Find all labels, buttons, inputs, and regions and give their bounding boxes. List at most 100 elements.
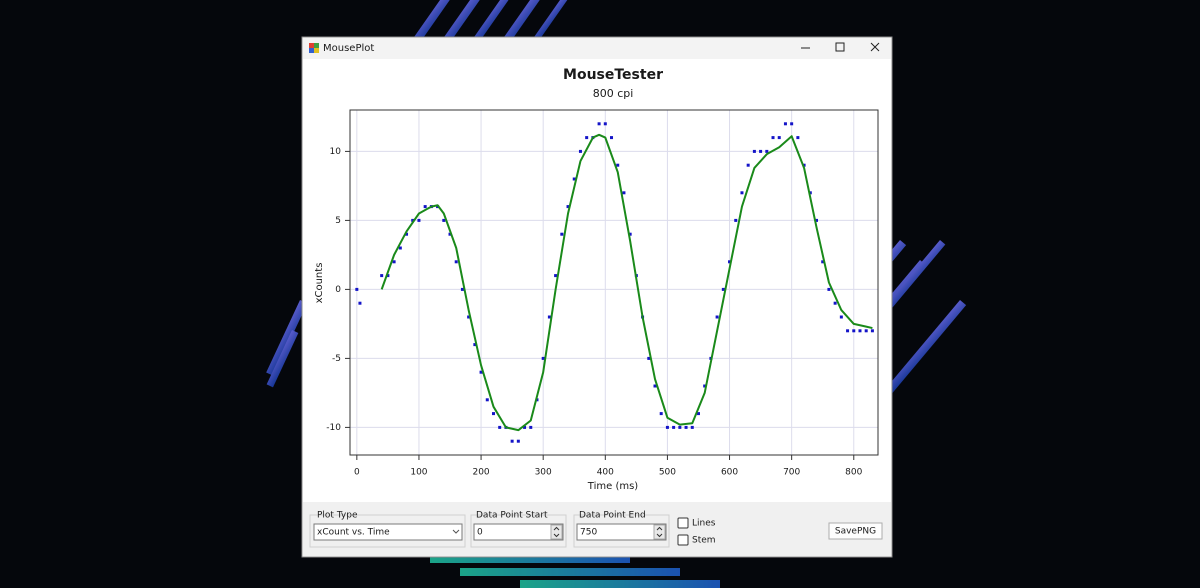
data-point	[541, 356, 545, 360]
data-point	[398, 246, 402, 250]
plot-type-group	[309, 514, 466, 548]
data-point	[802, 163, 806, 167]
data-point	[417, 218, 421, 222]
group-label: Data Point Start	[476, 511, 548, 521]
x-tick-label: 800	[845, 468, 862, 478]
data-point	[665, 425, 669, 429]
data-point	[554, 274, 558, 278]
data-point	[783, 122, 787, 126]
data-point	[690, 425, 694, 429]
y-tick-label: 10	[330, 147, 342, 157]
data-point	[790, 122, 794, 126]
data-point	[572, 177, 576, 181]
y-tick-label: -5	[332, 354, 341, 364]
data-point	[566, 205, 570, 209]
group-label: Data Point End	[579, 511, 646, 521]
data-point	[696, 412, 700, 416]
x-tick-label: 400	[597, 468, 614, 478]
data-point	[560, 232, 564, 236]
plot-area	[350, 110, 878, 455]
title-bar	[303, 38, 891, 59]
spinner-arrows	[553, 526, 560, 538]
data-point	[491, 412, 495, 416]
data-point	[858, 329, 862, 333]
chart-title: MouseTester	[563, 67, 663, 83]
data-point	[653, 384, 657, 388]
data-point	[355, 287, 359, 291]
data-point	[603, 122, 607, 126]
app-icon	[309, 43, 319, 53]
data-point	[759, 149, 763, 153]
data-point	[684, 425, 688, 429]
input-value: 0	[477, 528, 483, 538]
x-tick-label: 200	[472, 468, 489, 478]
checkbox-label: Lines	[692, 519, 716, 529]
data-point	[839, 315, 843, 319]
select-value: xCount vs. Time	[317, 528, 390, 538]
y-axis-label: xCounts	[314, 263, 325, 304]
data-point	[647, 356, 651, 360]
data-point	[510, 439, 514, 443]
data-point	[547, 315, 551, 319]
spinner-arrows	[656, 526, 663, 538]
data-point	[870, 329, 874, 333]
data-point	[578, 149, 582, 153]
x-tick-label: 100	[410, 468, 427, 478]
data-point	[752, 149, 756, 153]
data-point	[622, 191, 626, 195]
end-group	[573, 514, 670, 548]
data-point	[358, 301, 362, 305]
data-point	[616, 163, 620, 167]
data-point	[864, 329, 868, 333]
data-point	[833, 301, 837, 305]
data-point	[796, 136, 800, 140]
group-label: Plot Type	[317, 511, 358, 521]
checkbox-box[interactable]	[677, 534, 689, 546]
checkbox-box[interactable]	[677, 517, 689, 529]
data-point	[659, 412, 663, 416]
data-point	[423, 205, 427, 209]
button-label: SavePNG	[835, 527, 876, 537]
data-point	[610, 136, 614, 140]
data-point	[473, 343, 477, 347]
data-point	[498, 425, 502, 429]
plot-type-select[interactable]	[313, 523, 463, 541]
data-point	[392, 260, 396, 264]
lines-checkbox[interactable]: Lines	[677, 517, 716, 529]
y-tick-label: 5	[335, 216, 341, 226]
save-button[interactable]	[828, 522, 883, 540]
data-point	[523, 425, 527, 429]
data-point	[454, 260, 458, 264]
data-point	[746, 163, 750, 167]
data-point	[467, 315, 471, 319]
data-point	[771, 136, 775, 140]
data-point	[852, 329, 856, 333]
end-input[interactable]	[576, 523, 667, 541]
data-point	[678, 425, 682, 429]
x-tick-label: 600	[721, 468, 738, 478]
plot: 0 100 200 300 400 500 600 700 800 -10 -5 0 5 10	[326, 109, 879, 478]
fit-line	[380, 133, 873, 432]
data-point	[411, 218, 415, 222]
stem-checkbox[interactable]: Stem	[677, 534, 716, 546]
spinner[interactable]	[550, 524, 563, 540]
data-point	[777, 136, 781, 140]
data-point	[442, 218, 446, 222]
data-point	[460, 287, 464, 291]
spinner[interactable]	[653, 524, 666, 540]
data-point	[765, 149, 769, 153]
start-input[interactable]	[473, 523, 564, 541]
data-point	[728, 260, 732, 264]
data-point	[846, 329, 850, 333]
x-tick-label: 300	[535, 468, 552, 478]
x-tick-label: 0	[354, 468, 360, 478]
checkbox-label: Stem	[692, 536, 716, 546]
data-point	[597, 122, 601, 126]
data-point	[405, 232, 409, 236]
data-point	[386, 274, 390, 278]
close-button[interactable]	[870, 42, 880, 52]
maximize-button[interactable]	[835, 42, 845, 52]
data-point	[529, 425, 533, 429]
